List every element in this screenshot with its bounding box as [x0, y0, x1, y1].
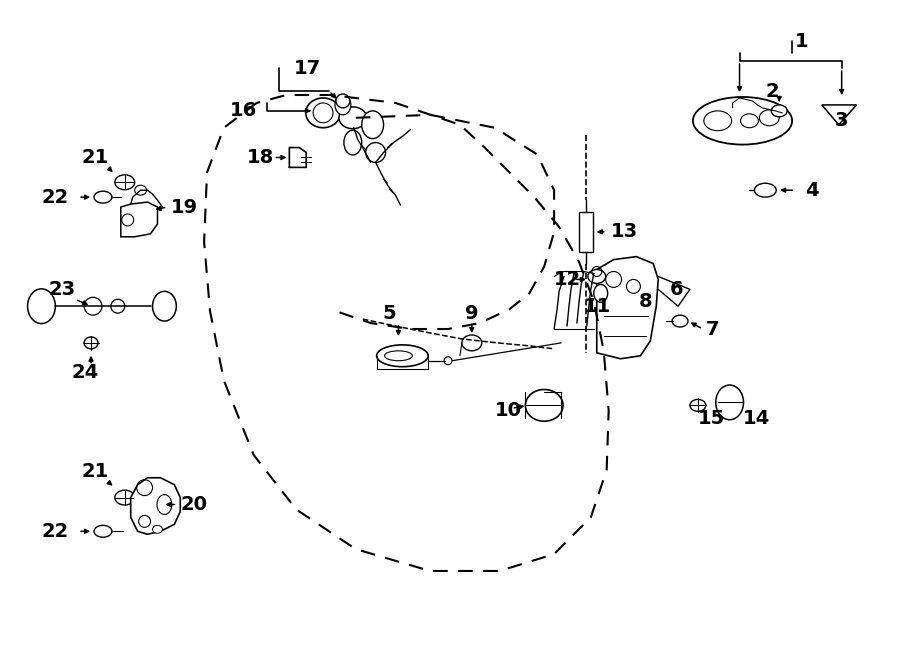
- Text: 11: 11: [584, 297, 611, 316]
- Ellipse shape: [339, 107, 366, 129]
- Text: 17: 17: [293, 59, 320, 78]
- Ellipse shape: [754, 183, 776, 197]
- Text: 24: 24: [71, 363, 98, 382]
- Ellipse shape: [741, 114, 759, 128]
- Ellipse shape: [84, 337, 98, 349]
- Ellipse shape: [362, 111, 383, 139]
- Text: 18: 18: [247, 148, 274, 167]
- Polygon shape: [130, 478, 180, 534]
- Ellipse shape: [344, 130, 362, 155]
- Ellipse shape: [115, 175, 135, 190]
- Text: 21: 21: [81, 462, 108, 481]
- Ellipse shape: [152, 525, 162, 533]
- Ellipse shape: [693, 97, 792, 145]
- Text: 20: 20: [180, 495, 207, 514]
- Ellipse shape: [336, 94, 350, 108]
- Ellipse shape: [462, 335, 482, 351]
- Text: 22: 22: [41, 522, 68, 541]
- Ellipse shape: [760, 110, 779, 126]
- Ellipse shape: [376, 345, 428, 367]
- Text: 19: 19: [170, 198, 197, 217]
- Ellipse shape: [526, 389, 563, 421]
- Text: 8: 8: [638, 292, 652, 311]
- Text: 2: 2: [765, 81, 779, 100]
- Text: 23: 23: [49, 280, 76, 299]
- Ellipse shape: [152, 292, 176, 321]
- Ellipse shape: [94, 525, 112, 537]
- Polygon shape: [121, 202, 158, 237]
- Ellipse shape: [771, 105, 788, 117]
- Ellipse shape: [157, 494, 172, 514]
- Text: 14: 14: [742, 408, 770, 428]
- Text: 6: 6: [670, 280, 684, 299]
- Text: 5: 5: [382, 303, 396, 323]
- Ellipse shape: [94, 191, 112, 203]
- Text: 21: 21: [81, 148, 108, 167]
- Ellipse shape: [28, 289, 55, 323]
- Text: 4: 4: [805, 180, 819, 200]
- Text: 9: 9: [465, 303, 479, 323]
- Ellipse shape: [588, 270, 606, 284]
- Ellipse shape: [594, 284, 608, 302]
- Text: 7: 7: [706, 319, 719, 338]
- Ellipse shape: [690, 399, 706, 411]
- Text: 3: 3: [834, 111, 848, 130]
- Text: 13: 13: [610, 222, 638, 241]
- Ellipse shape: [306, 98, 340, 128]
- Ellipse shape: [335, 95, 351, 115]
- Text: 10: 10: [495, 401, 522, 420]
- Text: 22: 22: [41, 188, 68, 207]
- Polygon shape: [597, 256, 658, 359]
- Text: 12: 12: [554, 270, 581, 289]
- Ellipse shape: [135, 185, 147, 195]
- Ellipse shape: [704, 111, 732, 131]
- Ellipse shape: [716, 385, 743, 420]
- Text: 1: 1: [795, 32, 809, 51]
- Text: 16: 16: [230, 101, 257, 120]
- Polygon shape: [822, 105, 857, 125]
- Ellipse shape: [115, 490, 135, 505]
- Bar: [579, 212, 593, 252]
- Ellipse shape: [672, 315, 688, 327]
- Text: 15: 15: [698, 408, 725, 428]
